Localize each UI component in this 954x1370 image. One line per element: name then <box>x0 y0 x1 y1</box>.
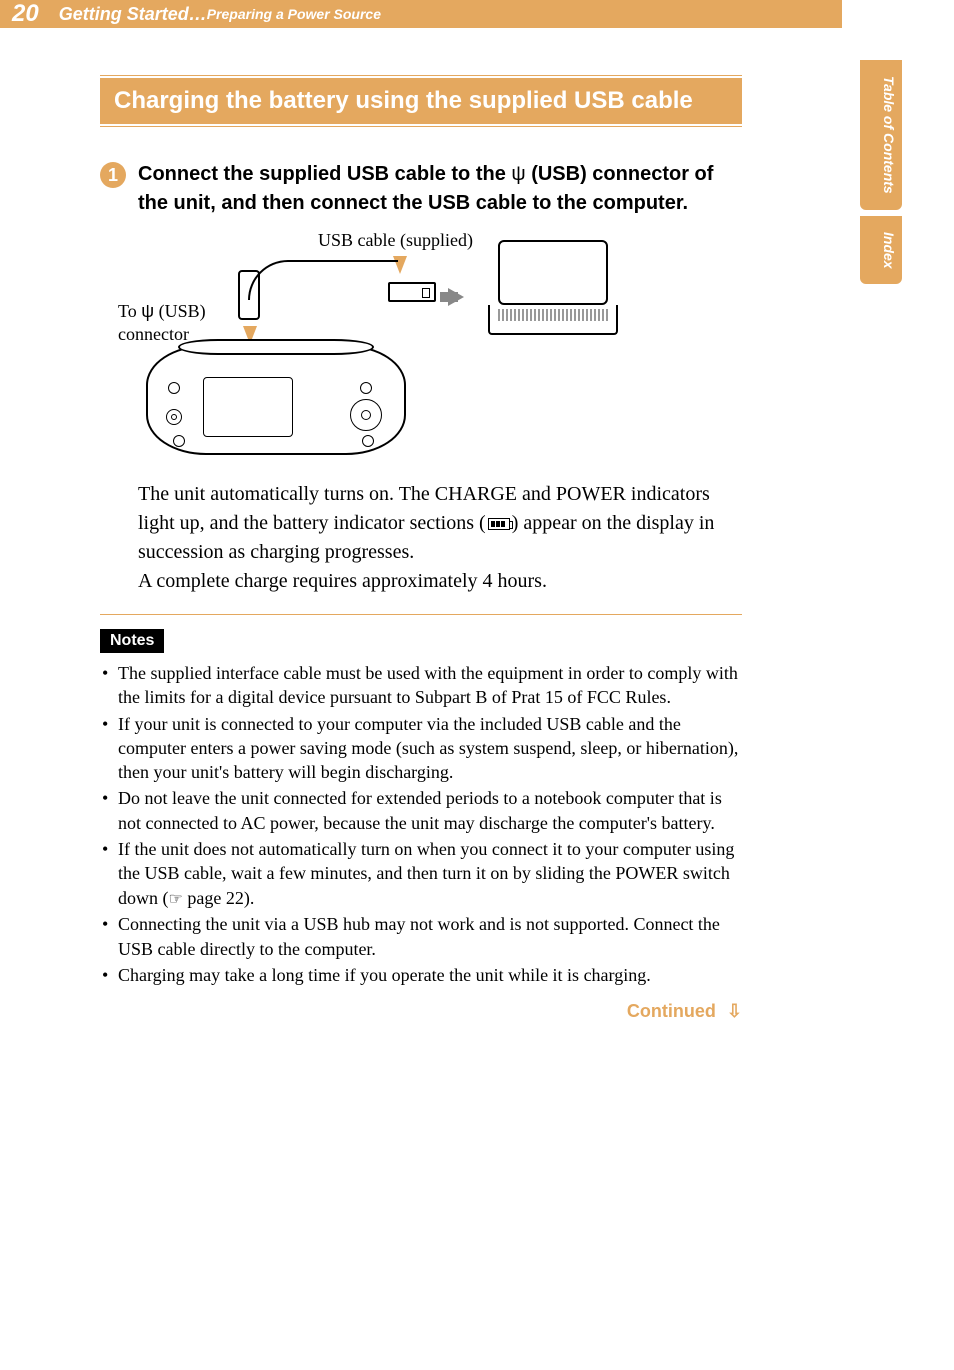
page-header: 20 Getting Started… Preparing a Power So… <box>0 0 842 28</box>
connection-diagram: USB cable (supplied) To ψ (USB) connecto… <box>138 230 618 470</box>
step-text-a: Connect the supplied USB cable to the <box>138 163 511 185</box>
note-item: Connecting the unit via a USB hub may no… <box>100 912 742 961</box>
conn-label-a: To <box>118 301 141 321</box>
continued-label: Continued <box>627 1001 716 1021</box>
breadcrumb-sub: Preparing a Power Source <box>207 6 381 22</box>
breadcrumb-main: Getting Started… <box>59 4 207 25</box>
note-item: The supplied interface cable must be use… <box>100 661 742 710</box>
conn-label-c: connector <box>118 324 189 344</box>
pointer-icon: ☞ <box>169 891 183 908</box>
divider <box>100 614 742 615</box>
battery-icon <box>488 518 510 530</box>
mini-usb-plug-icon <box>238 270 260 320</box>
continued-indicator: Continued ⇩ <box>100 1001 742 1022</box>
note-item: Charging may take a long time if you ope… <box>100 963 742 987</box>
step-instruction: Connect the supplied USB cable to the ψ … <box>138 160 742 218</box>
para-2: A complete charge requires approximately… <box>138 570 547 592</box>
step-1: 1 Connect the supplied USB cable to the … <box>100 160 742 218</box>
page-content: Charging the battery using the supplied … <box>0 28 842 1022</box>
usb-plug-icon <box>388 282 436 302</box>
side-tabs: Table of Contents Index <box>860 60 902 290</box>
device-icon <box>146 345 406 465</box>
note-item: If the unit does not automatically turn … <box>100 837 742 910</box>
arrow-right-icon <box>448 288 464 306</box>
cable-line-icon <box>248 260 398 300</box>
laptop-icon <box>488 240 618 340</box>
tab-index[interactable]: Index <box>860 216 902 285</box>
note-item: If your unit is connected to your comput… <box>100 712 742 785</box>
page-number: 20 <box>12 0 39 28</box>
notes-heading: Notes <box>100 629 164 653</box>
usb-cable-label: USB cable (supplied) <box>318 230 473 251</box>
step-number-badge: 1 <box>100 162 126 188</box>
down-arrow-icon: ⇩ <box>727 1001 742 1022</box>
conn-label-b: (USB) <box>154 301 206 321</box>
note-item: Do not leave the unit connected for exte… <box>100 786 742 835</box>
section-title: Charging the battery using the supplied … <box>100 78 742 124</box>
tab-table-of-contents[interactable]: Table of Contents <box>860 60 902 210</box>
body-paragraph: The unit automatically turns on. The CHA… <box>138 480 742 596</box>
note-ref-b: page 22). <box>183 888 254 908</box>
notes-list: The supplied interface cable must be use… <box>100 661 742 987</box>
usb-psi-icon: ψ <box>141 301 154 321</box>
usb-psi-icon: ψ <box>511 163 525 185</box>
